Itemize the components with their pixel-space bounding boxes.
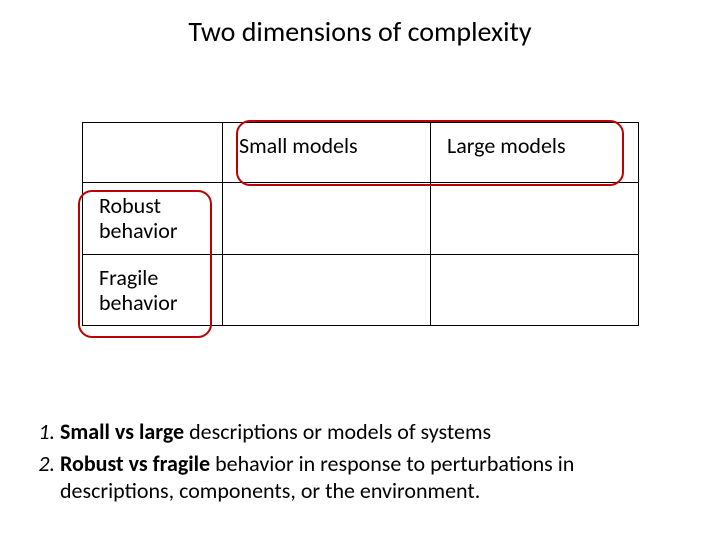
bullet-list: Small vs large descriptions or models of… xyxy=(30,418,690,509)
complexity-table: Small models Large models Robust behavio… xyxy=(82,122,638,326)
table-row: Robust behavior xyxy=(83,183,639,255)
slide-title: Two dimensions of complexity xyxy=(0,14,720,49)
table: Small models Large models Robust behavio… xyxy=(82,122,639,326)
row-head-fragile: Fragile behavior xyxy=(83,254,223,326)
cell-robust-large xyxy=(431,183,639,255)
cell-robust-small xyxy=(223,183,431,255)
table-corner-cell xyxy=(83,123,223,183)
cell-fragile-large xyxy=(431,254,639,326)
bullet-rest: descriptions or models of systems xyxy=(184,418,491,445)
slide: Two dimensions of complexity Small model… xyxy=(0,0,720,540)
bullet-bold: Robust vs fragile xyxy=(60,450,210,477)
cell-fragile-small xyxy=(223,254,431,326)
list-item: Small vs large descriptions or models of… xyxy=(60,418,690,446)
col-head-small: Small models xyxy=(223,123,431,183)
bullet-bold: Small vs large xyxy=(60,418,184,445)
row-head-robust: Robust behavior xyxy=(83,183,223,255)
table-row: Fragile behavior xyxy=(83,254,639,326)
list-item: Robust vs fragile behavior in response t… xyxy=(60,450,690,505)
col-head-large: Large models xyxy=(431,123,639,183)
table-header-row: Small models Large models xyxy=(83,123,639,183)
